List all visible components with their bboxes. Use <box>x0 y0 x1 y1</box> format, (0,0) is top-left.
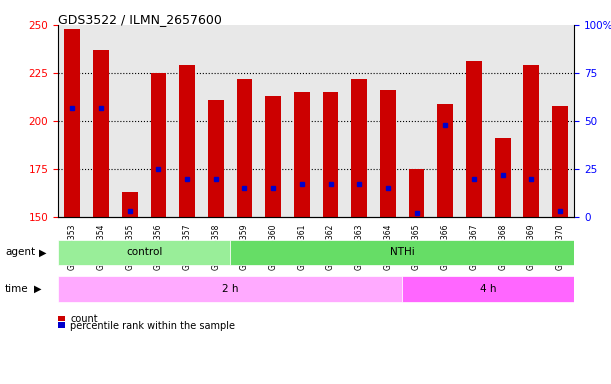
Bar <box>380 90 396 217</box>
Text: 2 h: 2 h <box>222 284 238 294</box>
Bar <box>179 65 195 217</box>
Bar <box>552 106 568 217</box>
Text: NTHi: NTHi <box>390 247 415 258</box>
Bar <box>122 192 137 217</box>
Bar <box>402 276 574 302</box>
Bar <box>351 79 367 217</box>
Bar <box>150 73 166 217</box>
Bar <box>437 104 453 217</box>
Text: ▶: ▶ <box>34 284 41 294</box>
Bar <box>58 240 230 265</box>
Bar <box>236 79 252 217</box>
Bar <box>323 92 338 217</box>
Bar <box>265 96 281 217</box>
Text: count: count <box>70 314 98 324</box>
Bar <box>230 240 574 265</box>
Text: control: control <box>126 247 163 258</box>
Text: ▶: ▶ <box>38 247 46 257</box>
Text: time: time <box>5 284 29 294</box>
Bar <box>58 276 402 302</box>
Bar <box>524 65 539 217</box>
Text: 4 h: 4 h <box>480 284 497 294</box>
Text: percentile rank within the sample: percentile rank within the sample <box>70 321 235 331</box>
Bar <box>495 138 511 217</box>
Bar <box>208 100 224 217</box>
Bar <box>409 169 425 217</box>
Text: agent: agent <box>5 247 35 257</box>
Bar <box>294 92 310 217</box>
Text: GDS3522 / ILMN_2657600: GDS3522 / ILMN_2657600 <box>58 13 222 26</box>
Bar <box>93 50 109 217</box>
Bar <box>65 29 80 217</box>
Bar <box>466 61 482 217</box>
